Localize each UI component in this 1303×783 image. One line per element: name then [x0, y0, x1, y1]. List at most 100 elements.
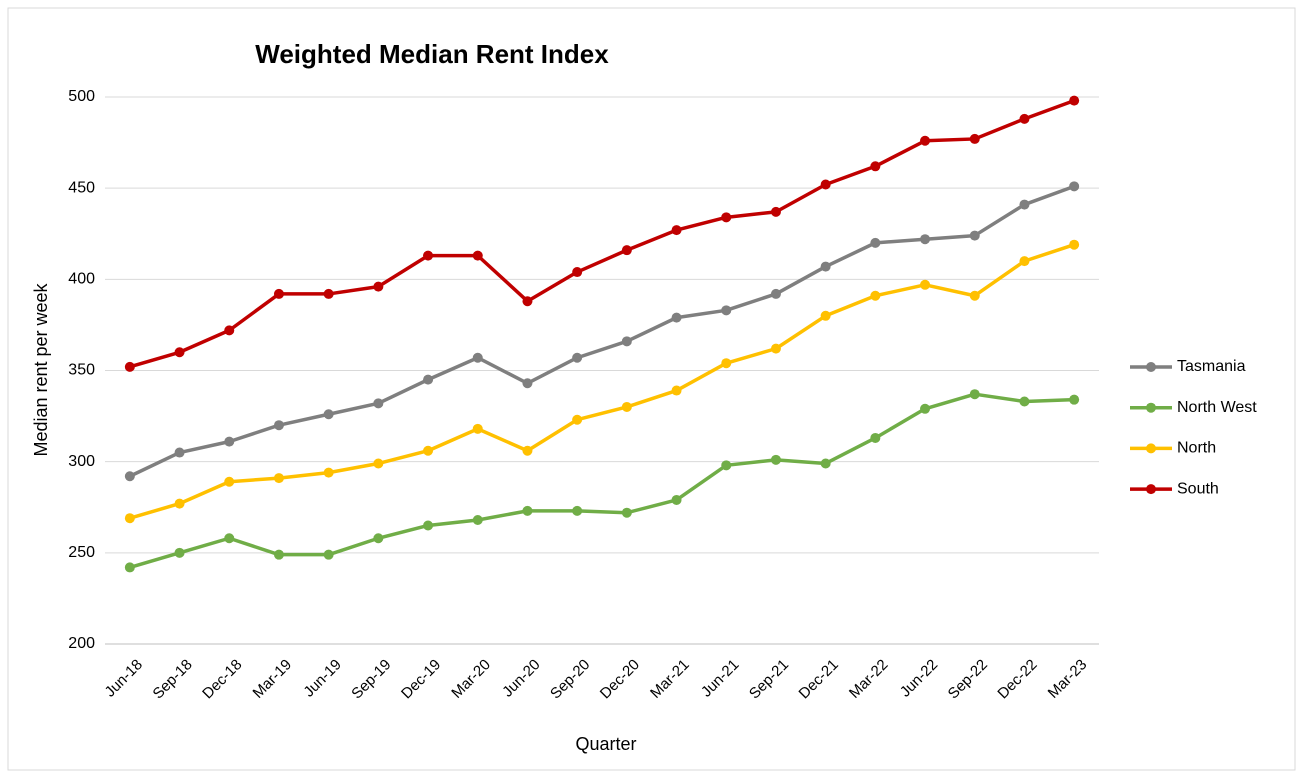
data-point: [572, 505, 583, 516]
y-tick-label: 450: [68, 179, 95, 196]
data-point: [920, 234, 931, 245]
legend-marker: [1146, 484, 1156, 495]
data-point: [174, 498, 185, 509]
data-point: [870, 290, 881, 301]
data-point: [621, 507, 632, 518]
data-point: [770, 288, 781, 299]
data-point: [770, 454, 781, 465]
data-point: [472, 423, 483, 434]
data-point: [423, 445, 434, 456]
data-point: [174, 347, 185, 358]
data-point: [621, 245, 632, 256]
data-point: [820, 310, 831, 321]
data-point: [273, 288, 284, 299]
data-point: [472, 352, 483, 363]
data-point: [1069, 239, 1080, 250]
data-point: [273, 473, 284, 484]
series-line: [129, 243, 1075, 520]
data-point: [820, 458, 831, 469]
y-tick-label: 500: [68, 88, 95, 105]
data-point: [870, 432, 881, 443]
data-point: [1069, 394, 1080, 405]
data-point: [472, 515, 483, 526]
data-point: [224, 325, 235, 336]
data-point: [820, 179, 831, 190]
data-point: [820, 261, 831, 272]
data-point: [870, 161, 881, 172]
data-point: [969, 290, 980, 301]
series-line: [129, 392, 1075, 570]
legend-label: South: [1177, 480, 1219, 497]
data-point: [323, 467, 334, 478]
data-point: [969, 133, 980, 144]
data-point: [1019, 396, 1030, 407]
legend-label: North: [1177, 440, 1216, 457]
data-point: [423, 250, 434, 261]
data-point: [721, 358, 732, 369]
data-point: [572, 414, 583, 425]
data-point: [870, 237, 881, 248]
data-point: [224, 533, 235, 544]
data-point: [373, 458, 384, 469]
legend-marker: [1146, 362, 1156, 372]
data-point: [224, 436, 235, 447]
data-point: [969, 230, 980, 241]
data-point: [124, 361, 135, 372]
data-point: [323, 288, 334, 299]
series-line: [129, 184, 1075, 478]
data-point: [273, 420, 284, 431]
data-point: [423, 374, 434, 385]
data-point: [721, 305, 732, 316]
data-point: [472, 250, 483, 261]
data-point: [124, 513, 135, 524]
data-point: [1069, 95, 1080, 106]
data-point: [1019, 256, 1030, 267]
data-point: [1019, 199, 1030, 210]
data-point: [323, 409, 334, 420]
data-point: [770, 206, 781, 217]
data-point: [174, 447, 185, 458]
data-point: [522, 296, 533, 307]
data-point: [1069, 181, 1080, 192]
data-point: [174, 547, 185, 558]
legend-marker: [1146, 402, 1156, 413]
data-point: [969, 389, 980, 400]
chart-border: [7, 7, 1296, 771]
data-point: [124, 471, 135, 482]
data-point: [671, 385, 682, 396]
legend-label: Tasmania: [1177, 358, 1246, 375]
data-point: [323, 549, 334, 560]
data-point: [920, 135, 931, 146]
chart-title: Weighted Median Rent Index: [255, 39, 609, 69]
data-point: [621, 336, 632, 347]
data-point: [721, 212, 732, 223]
data-point: [522, 505, 533, 516]
data-point: [920, 279, 931, 290]
data-point: [124, 562, 135, 573]
data-point: [1019, 113, 1030, 124]
data-point: [920, 403, 931, 414]
y-tick-label: 300: [68, 453, 95, 470]
data-point: [373, 281, 384, 292]
legend-label: North West: [1177, 399, 1257, 416]
data-point: [770, 343, 781, 354]
y-tick-label: 200: [68, 635, 95, 652]
data-point: [671, 312, 682, 323]
data-point: [572, 267, 583, 278]
data-point: [721, 460, 732, 471]
y-tick-label: 350: [68, 362, 95, 379]
data-point: [621, 401, 632, 412]
x-axis-label: Quarter: [575, 734, 636, 754]
data-point: [273, 549, 284, 560]
data-point: [572, 352, 583, 363]
data-point: [423, 520, 434, 531]
data-point: [373, 533, 384, 544]
series-line: [129, 99, 1075, 369]
y-tick-label: 400: [68, 271, 95, 288]
data-point: [671, 225, 682, 236]
data-point: [671, 494, 682, 505]
data-point: [522, 378, 533, 389]
data-point: [224, 476, 235, 487]
y-tick-label: 250: [68, 544, 95, 561]
